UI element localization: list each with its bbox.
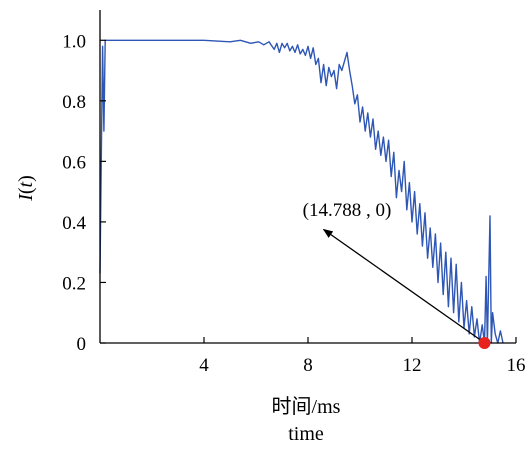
y-tick-label: 0.4 <box>62 213 86 234</box>
y-tick-label: 0.2 <box>62 273 86 294</box>
x-tick-label: 16 <box>507 355 526 376</box>
y-tick-label: 0.8 <box>62 92 86 113</box>
plot-area <box>99 39 504 344</box>
annotation-label: (14.788 , 0) <box>303 200 392 221</box>
annotation-point-marker <box>478 337 491 349</box>
annotations: (14.788 , 0) <box>303 200 491 349</box>
x-axis-title: 时间/ms <box>272 395 341 418</box>
x-tick-label: 12 <box>403 355 422 376</box>
y-tick-label: 0 <box>77 334 87 355</box>
annotation-arrow <box>322 228 481 341</box>
axes: 4 8 12 16 0 0.2 0.4 0.6 0.8 1.0 <box>62 10 526 376</box>
x-axis-subtitle: time <box>288 423 324 445</box>
x-tick-label: 8 <box>303 355 313 376</box>
series-line <box>99 39 504 344</box>
y-tick-label: 1.0 <box>62 31 86 52</box>
y-tick-label: 0.6 <box>62 152 86 173</box>
y-axis-title: I(t) <box>15 175 37 202</box>
x-tick-label: 4 <box>199 355 209 376</box>
